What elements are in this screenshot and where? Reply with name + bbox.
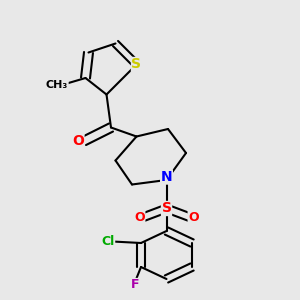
Text: N: N bbox=[161, 170, 172, 184]
Text: F: F bbox=[131, 278, 139, 292]
Text: S: S bbox=[131, 58, 142, 71]
Text: S: S bbox=[161, 202, 172, 215]
Text: O: O bbox=[134, 211, 145, 224]
Text: CH₃: CH₃ bbox=[46, 80, 68, 91]
Text: Cl: Cl bbox=[101, 235, 115, 248]
Text: O: O bbox=[72, 134, 84, 148]
Text: O: O bbox=[188, 211, 199, 224]
